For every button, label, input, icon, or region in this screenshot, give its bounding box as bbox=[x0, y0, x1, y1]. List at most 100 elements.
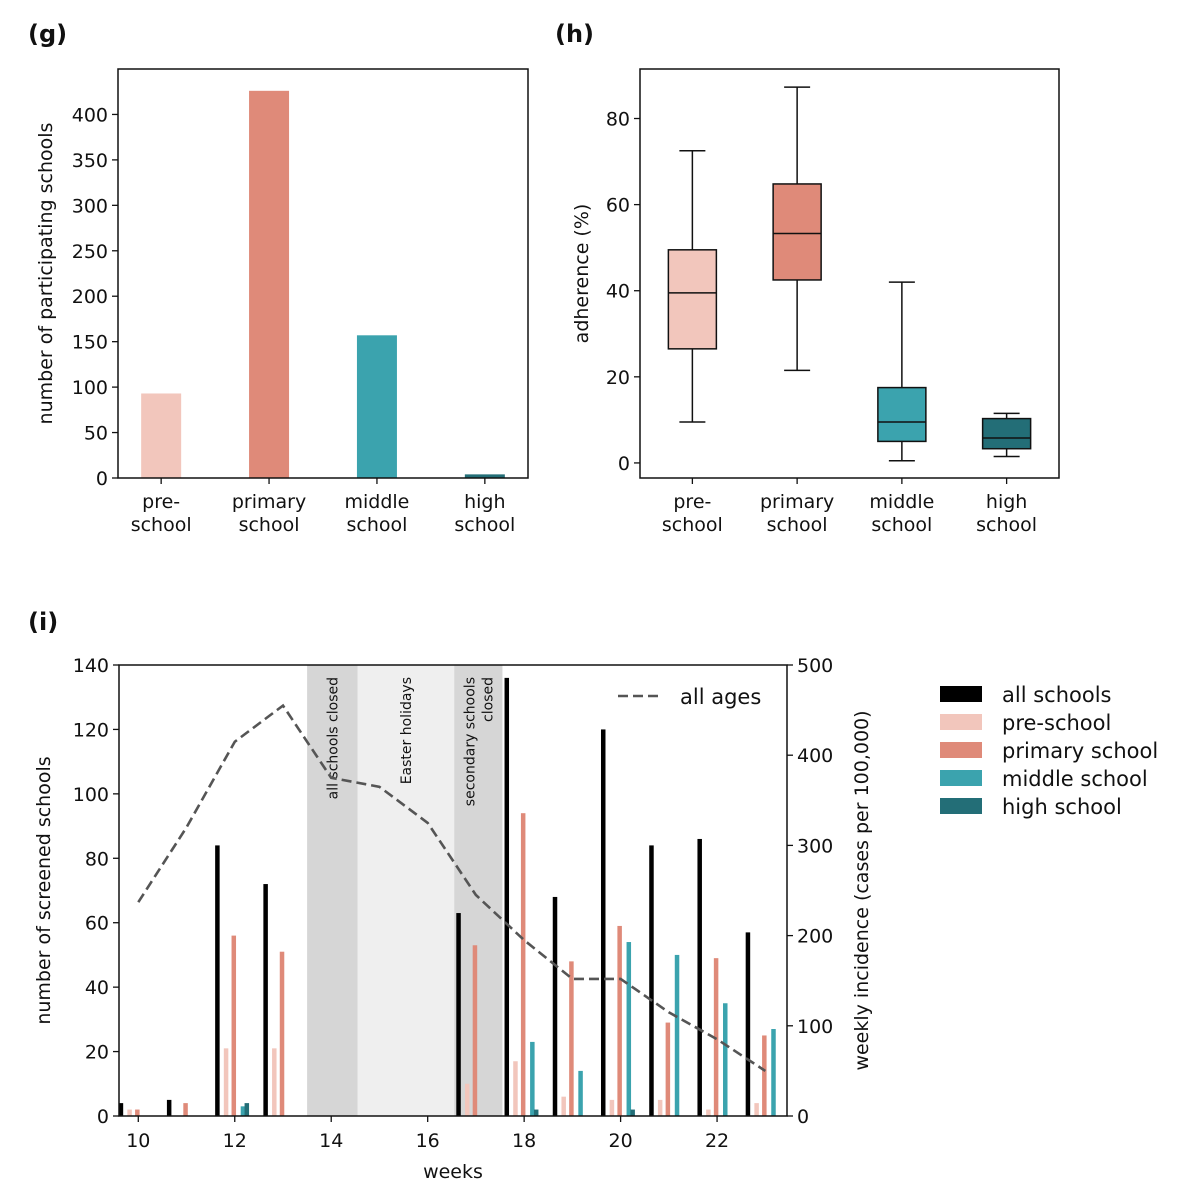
bar-middle-school-week-20 bbox=[626, 942, 632, 1116]
box-iqr bbox=[981, 417, 1032, 450]
x-tick-label-line: school bbox=[976, 514, 1037, 536]
plot-frame-h bbox=[639, 68, 1060, 479]
box-highschool bbox=[981, 412, 1032, 458]
box-iqr bbox=[772, 183, 822, 281]
bar-primary-school-week-23 bbox=[762, 1035, 767, 1116]
bar-high-school-week-18 bbox=[533, 1109, 539, 1116]
shaded-period-label: Easter holidays bbox=[399, 677, 415, 784]
legend-line-label: all ages bbox=[680, 685, 761, 709]
y2-tick-label: 400 bbox=[797, 745, 833, 767]
x-tick-label: 14 bbox=[319, 1130, 343, 1152]
shaded-period-label-line: Easter holidays bbox=[399, 677, 415, 784]
bar-pre-school-week-23 bbox=[754, 1103, 759, 1116]
x-tick-label-line: school bbox=[239, 514, 300, 536]
shaded-period-1 bbox=[357, 665, 455, 1116]
y-tick-label: 80 bbox=[85, 848, 109, 870]
bar-primary-school-week-20 bbox=[617, 925, 622, 1116]
bar-middle-school-week-19 bbox=[578, 1070, 583, 1116]
x-tick-label: middle school bbox=[345, 491, 410, 536]
bar-middleschool bbox=[356, 335, 397, 478]
bar-all-schools-week-23 bbox=[745, 932, 751, 1116]
bar-all-schools-week-19 bbox=[552, 896, 558, 1116]
panel-label-i: (i) bbox=[28, 608, 58, 636]
box-iqr bbox=[877, 386, 927, 443]
x-tick-label: pre-school bbox=[131, 491, 192, 536]
y-tick-label: 100 bbox=[72, 377, 108, 399]
y-tick-label: 60 bbox=[85, 913, 109, 935]
plot-frame-g bbox=[117, 68, 529, 479]
y-axis-label: number of screened schools bbox=[33, 756, 55, 1024]
y2-tick-label: 500 bbox=[797, 655, 833, 677]
y2-tick-label: 0 bbox=[797, 1106, 809, 1128]
bar-all-schools-week-12 bbox=[215, 845, 220, 1116]
legend-swatch-high-school bbox=[940, 798, 982, 814]
bar-high-school-week-12 bbox=[244, 1103, 250, 1116]
bar-middle-school-week-21 bbox=[674, 954, 680, 1116]
panel-label-g: (g) bbox=[28, 20, 67, 48]
legend-label-pre-school: pre-school bbox=[1002, 711, 1111, 735]
x-tick-label-line: primary bbox=[760, 491, 834, 513]
x-tick-label: high school bbox=[976, 491, 1037, 536]
y-tick-label: 400 bbox=[72, 104, 108, 126]
x-tick-label-line: school bbox=[767, 514, 828, 536]
bar-primary-school-week-13 bbox=[279, 951, 285, 1116]
bar-pre-school-week-22 bbox=[706, 1109, 711, 1116]
bar-middle-school-week-18 bbox=[530, 1041, 535, 1116]
y-tick-label: 60 bbox=[606, 195, 630, 217]
bar-high-school-week-20 bbox=[630, 1109, 635, 1116]
bar-all-schools-week-18 bbox=[504, 677, 510, 1116]
y2-tick-label: 100 bbox=[797, 1016, 833, 1038]
bar-all-schools-week-17 bbox=[456, 913, 461, 1116]
y-tick-label: 50 bbox=[84, 423, 108, 445]
y-axis-label: adherence (%) bbox=[571, 204, 593, 344]
bar-pre-school-week-13 bbox=[272, 1048, 277, 1116]
bar-pre-school-week-10 bbox=[127, 1109, 132, 1116]
x-tick-label-line: school bbox=[454, 514, 515, 536]
legend-swatch-middle-school bbox=[940, 770, 982, 786]
x-axis-label: weeks bbox=[423, 1161, 483, 1183]
bar-pre-school-week-20 bbox=[609, 1099, 615, 1116]
y-tick-label: 80 bbox=[606, 109, 630, 131]
legend: all schools pre-school primary school middl… bbox=[940, 683, 1158, 819]
x-tick-label-line: school bbox=[131, 514, 192, 536]
bar-primary-school-week-18 bbox=[520, 813, 526, 1116]
bar-pre-school-week-12 bbox=[223, 1048, 229, 1116]
x-tick-label: high school bbox=[454, 491, 515, 536]
legend-label-high-school: high school bbox=[1002, 795, 1122, 819]
shaded-period-2 bbox=[454, 665, 503, 1116]
y-tick-label: 200 bbox=[72, 286, 108, 308]
y-tick-label: 100 bbox=[73, 784, 109, 806]
bar-all-schools-week-22 bbox=[697, 838, 702, 1116]
bar-chart-participating-schools: 050100150200250300350400pre-schoolprimar… bbox=[35, 68, 529, 536]
bar-all-schools-week-20 bbox=[600, 729, 606, 1116]
y-tick-label: 0 bbox=[618, 453, 630, 475]
bar-all-schools-week-13 bbox=[263, 884, 268, 1116]
legend-label-all-schools: all schools bbox=[1002, 683, 1111, 707]
bar-pre-school-week-21 bbox=[657, 1099, 663, 1116]
y-tick-label: 120 bbox=[73, 719, 109, 741]
y-tick-label: 20 bbox=[85, 1042, 109, 1064]
bar-primary-school-week-11 bbox=[183, 1103, 188, 1116]
y-tick-label: 250 bbox=[72, 241, 108, 263]
bar-pre-school-week-18 bbox=[513, 1061, 518, 1116]
x-tick-label: middle school bbox=[869, 491, 934, 536]
x-tick-label-line: school bbox=[662, 514, 723, 536]
bar-primary-school-week-19 bbox=[569, 961, 574, 1116]
bar-middle-school-week-12 bbox=[240, 1106, 246, 1116]
y-tick-label: 300 bbox=[72, 195, 108, 217]
bar-primary-school-week-17 bbox=[472, 945, 478, 1116]
y-tick-label: 40 bbox=[606, 281, 630, 303]
legend-label-middle-school: middle school bbox=[1002, 767, 1148, 791]
box-preschool bbox=[667, 150, 718, 423]
x-tick-label-line: middle bbox=[869, 491, 934, 513]
y2-axis-label: weekly incidence (cases per 100,000) bbox=[851, 710, 873, 1070]
bar-preschool bbox=[141, 393, 182, 478]
bar-middle-school-week-23 bbox=[771, 1029, 776, 1116]
y-tick-label: 150 bbox=[72, 332, 108, 354]
box-primaryschool bbox=[772, 86, 822, 372]
y-tick-label: 140 bbox=[73, 655, 109, 677]
screened-schools-over-weeks: all schools closed Easter holidays seconda… bbox=[33, 655, 873, 1183]
x-tick-label: 12 bbox=[223, 1130, 247, 1152]
box-iqr bbox=[667, 249, 718, 350]
